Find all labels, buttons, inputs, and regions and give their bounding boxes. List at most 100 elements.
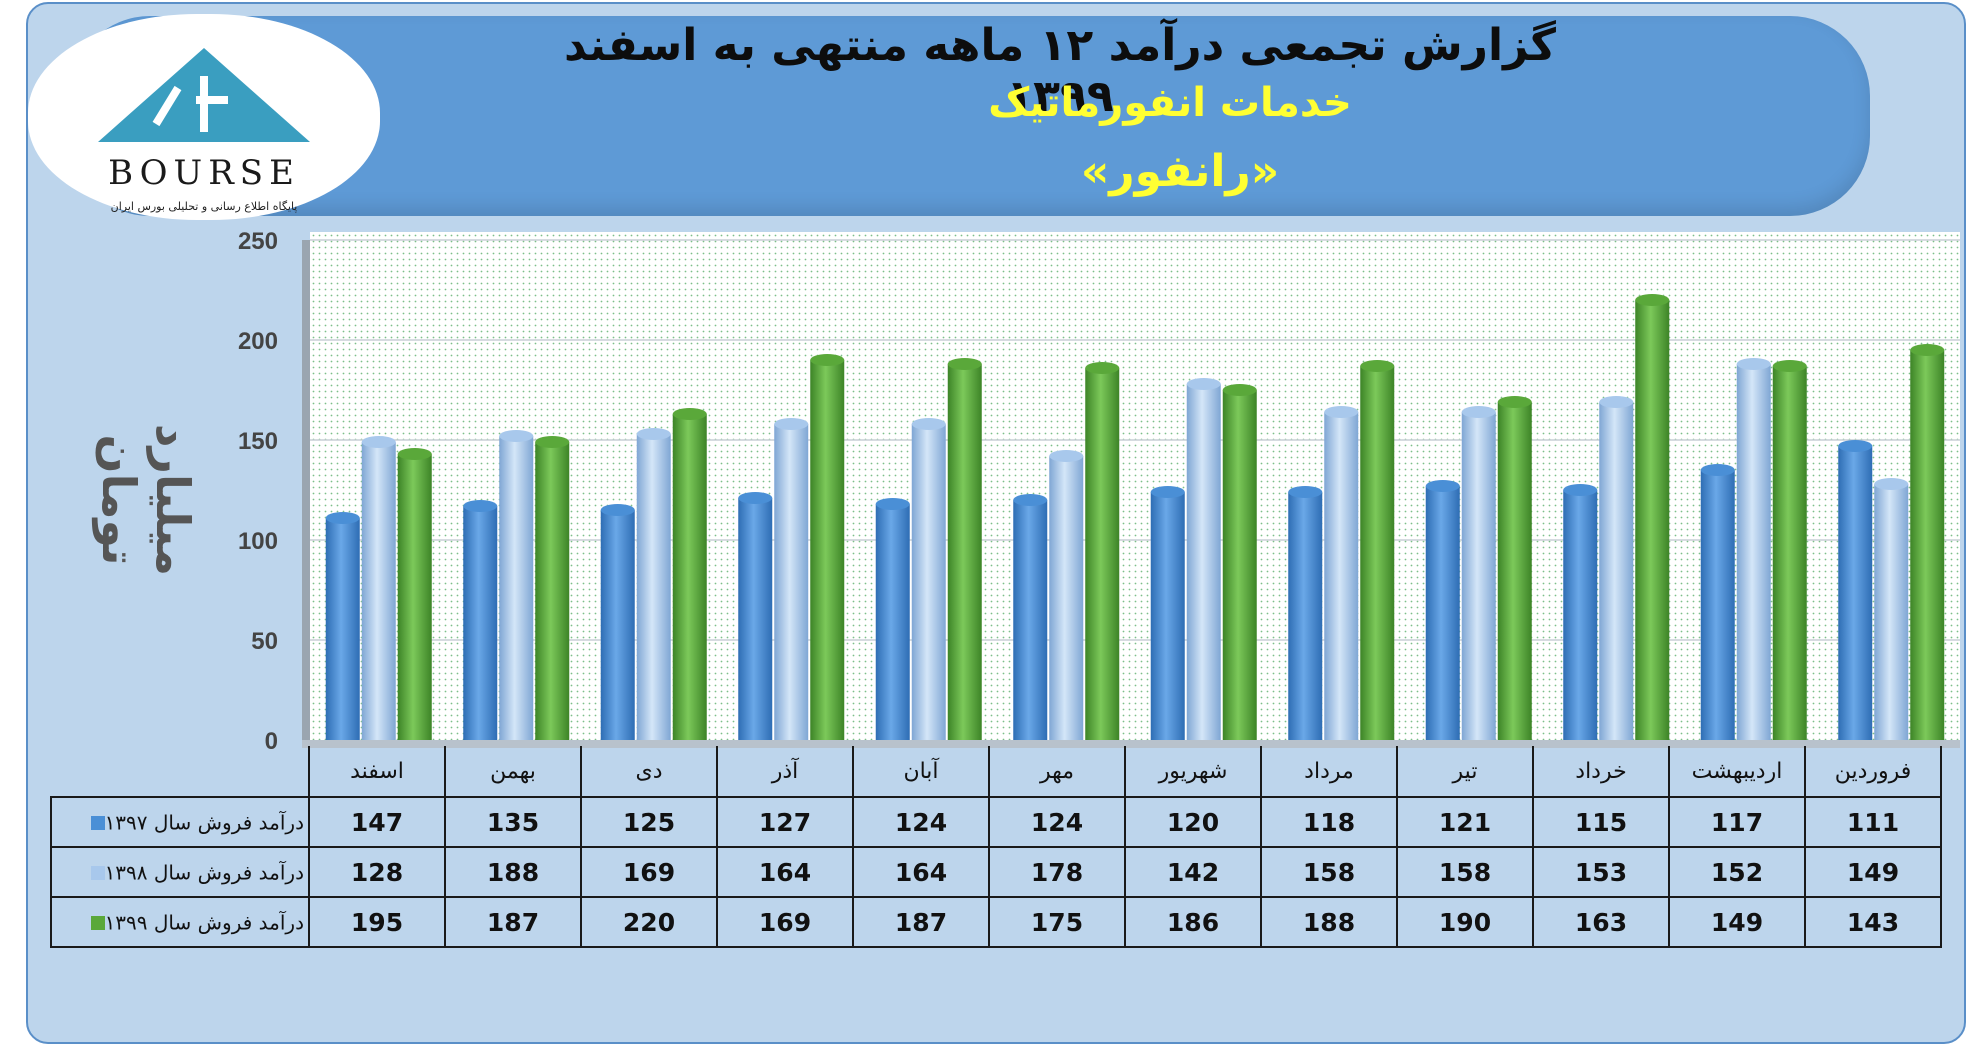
- table-row: درآمد فروش سال ۱۳۹۷ 147 135 125 127 124 124 120…: [50, 796, 1942, 848]
- table-corner: [51, 746, 309, 797]
- x-tick-label: بهمن: [444, 746, 582, 798]
- data-label: 121: [1396, 796, 1534, 848]
- bar-series3: [1497, 402, 1532, 740]
- bar-series2: [1186, 384, 1221, 740]
- data-label: 164: [716, 846, 854, 898]
- data-label: 124: [852, 796, 990, 848]
- bar-series1: [1425, 486, 1460, 740]
- data-label: 117: [1668, 796, 1806, 848]
- chart-subtitle: خدمات انفورماتیک: [988, 80, 1352, 126]
- bar-series2: [1461, 412, 1496, 740]
- bar-cap-series1: [875, 498, 910, 510]
- chart-title: گزارش تجمعی درآمد ۱۲ ماهه منتهی به اسفند…: [563, 20, 1557, 122]
- bar-series1: [1288, 492, 1323, 740]
- plot-area: [310, 232, 1960, 740]
- bar-series1: [875, 504, 910, 740]
- data-label: 169: [580, 846, 718, 898]
- legend-label: درآمد فروش سال ۱۳۹۸: [104, 860, 304, 885]
- bar-series2: [499, 436, 534, 740]
- data-label: 124: [988, 796, 1126, 848]
- bar-series3: [1635, 300, 1670, 740]
- data-label: 153: [1532, 846, 1670, 898]
- x-tick-label: تیر: [1396, 746, 1534, 798]
- data-label: 125: [580, 796, 718, 848]
- bar-cap-series3: [1772, 360, 1807, 372]
- y-tick-label: 0: [265, 728, 278, 755]
- bar-cap-series1: [1838, 440, 1873, 452]
- data-label: 188: [444, 846, 582, 898]
- data-label: 147: [308, 796, 446, 848]
- bar-series3: [1085, 368, 1120, 740]
- bar-series1: [1700, 470, 1735, 740]
- bar-cap-series2: [1049, 450, 1084, 462]
- bar-series1: [600, 510, 635, 740]
- x-tick-label: مرداد: [1260, 746, 1398, 798]
- company-name: «رانفور»: [1080, 146, 1280, 197]
- data-label: 128: [308, 846, 446, 898]
- legend-swatch: [90, 915, 105, 930]
- x-tick-label: آذر: [716, 746, 854, 798]
- data-label: 143: [1804, 896, 1942, 948]
- legend-entry: درآمد فروش سال ۱۳۹۸: [50, 846, 310, 898]
- data-label: 149: [1804, 846, 1942, 898]
- bar-series2: [1736, 364, 1771, 740]
- bourse24-logo: BOURSE پایگاه اطلاع رسانی و تحلیلی بورس …: [28, 14, 380, 220]
- data-label: 115: [1532, 796, 1670, 848]
- bar-series3: [397, 454, 432, 740]
- x-tick-label: فروردین: [1804, 746, 1942, 798]
- bar-series3: [947, 364, 982, 740]
- bar-cap-series1: [1288, 486, 1323, 498]
- legend-swatch: [90, 815, 105, 830]
- x-tick-label: شهریور: [1124, 746, 1262, 798]
- data-label: 135: [444, 796, 582, 848]
- data-label: 120: [1124, 796, 1262, 848]
- x-tick-label: دی: [580, 746, 718, 798]
- data-label: 149: [1668, 896, 1806, 948]
- bar-cap-series1: [1150, 486, 1185, 498]
- data-label: 178: [988, 846, 1126, 898]
- table-row: درآمد فروش سال ۱۳۹۸ 128 188 169 164 164 178 142…: [50, 846, 1942, 898]
- bar-series3: [672, 414, 707, 740]
- bar-series2: [774, 424, 809, 740]
- bar-cap-series1: [738, 492, 773, 504]
- legend-entry: درآمد فروش سال ۱۳۹۷: [50, 796, 310, 848]
- bar-cap-series3: [947, 358, 982, 370]
- bar-series3: [535, 442, 570, 740]
- bar-cap-series3: [1222, 384, 1257, 396]
- bar-cap-series1: [1425, 480, 1460, 492]
- data-label: 195: [308, 896, 446, 948]
- bar-series1: [325, 518, 360, 740]
- bar-series2: [911, 424, 946, 740]
- floor: [302, 740, 1960, 748]
- legend-label: درآمد فروش سال ۱۳۹۹: [104, 910, 304, 935]
- bar-cap-series1: [1563, 484, 1598, 496]
- bar-cap-series3: [535, 436, 570, 448]
- bar-cap-series1: [600, 504, 635, 516]
- data-label: 175: [988, 896, 1126, 948]
- bar-series3: [810, 360, 845, 740]
- bar-cap-series2: [1599, 396, 1634, 408]
- data-label: 158: [1396, 846, 1534, 898]
- table-header-row: اسفند بهمن دی آذر آبان مهر شهریور مرداد تیر خرداد…: [51, 746, 1942, 798]
- bar-series1: [463, 506, 498, 740]
- bar-series2: [1049, 456, 1084, 740]
- bar-series2: [1324, 412, 1359, 740]
- y-tick-label: 250: [238, 228, 278, 255]
- data-label: 187: [444, 896, 582, 948]
- data-label: 164: [852, 846, 990, 898]
- bar-cap-series2: [774, 418, 809, 430]
- data-label: 188: [1260, 896, 1398, 948]
- bar-cap-series3: [1910, 344, 1945, 356]
- bar-series2: [1874, 484, 1909, 740]
- bar-cap-series2: [1874, 478, 1909, 490]
- logo-tagline: پایگاه اطلاع رسانی و تحلیلی بورس ایران: [111, 200, 298, 213]
- bar-series1: [1563, 490, 1598, 740]
- bar-series2: [361, 442, 396, 740]
- bar-cap-series3: [1635, 294, 1670, 306]
- x-tick-label: اردیبهشت: [1668, 746, 1806, 798]
- data-label: 169: [716, 896, 854, 948]
- bar-cap-series2: [499, 430, 534, 442]
- bar-series3: [1360, 366, 1395, 740]
- logo-wordmark: BOURSE: [108, 153, 300, 193]
